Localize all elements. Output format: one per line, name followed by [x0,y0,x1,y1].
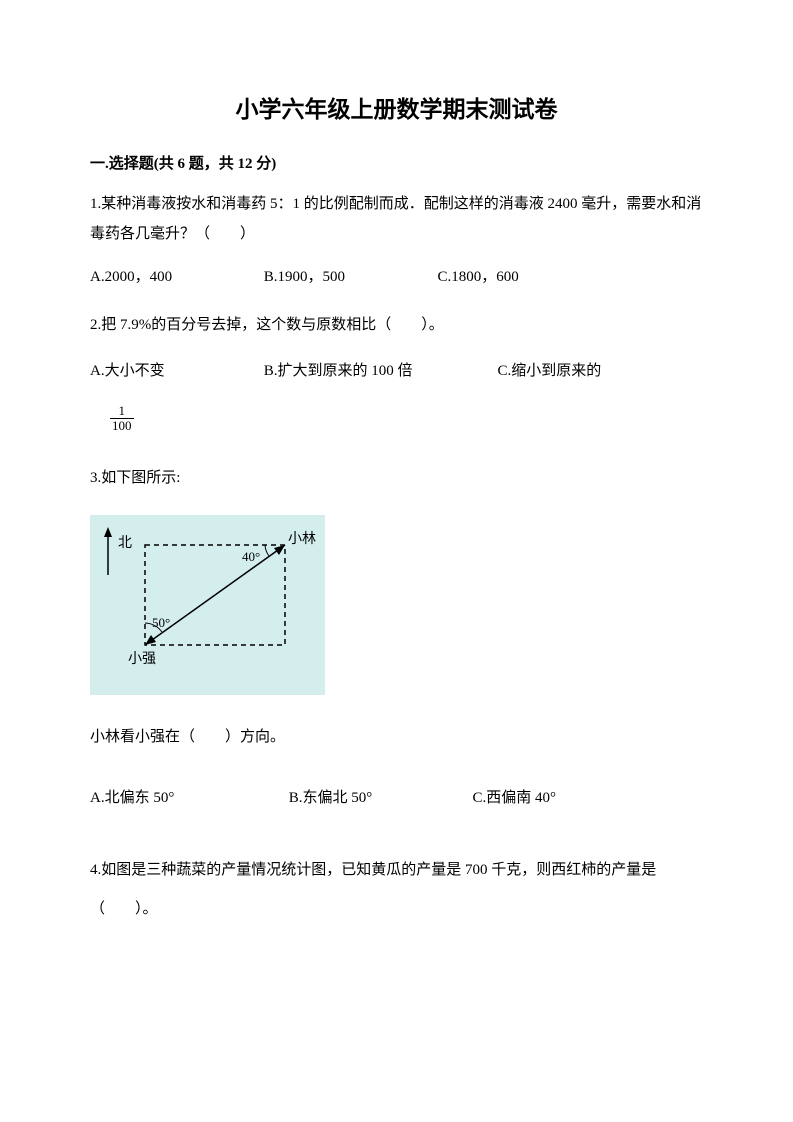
q2-text: 2.把 7.9%的百分号去掉，这个数与原数相比（ ）。 [90,310,703,340]
q3-optB: B.东偏北 50° [289,786,469,807]
fraction-denominator: 100 [110,419,134,433]
q2-optA: A.大小不变 [90,356,260,386]
q1-optA: A.2000，400 [90,265,260,286]
q2-fraction: 1 100 [110,404,703,434]
page-title: 小学六年级上册数学期末测试卷 [90,90,703,124]
q4-text: 4.如图是三种蔬菜的产量情况统计图，已知黄瓜的产量是 700 千克，则西红柿的产… [90,851,703,929]
q3-diagram: 北 40° 50° 小林 小强 [90,515,325,695]
q2-optB: B.扩大到原来的 100 倍 [264,356,494,386]
section-header: 一.选择题(共 6 题，共 12 分) [90,152,703,173]
q1-optC: C.1800，600 [438,265,519,286]
q3-options: A.北偏东 50° B.东偏北 50° C.西偏南 40° [90,786,703,807]
q1-options: A.2000，400 B.1900，500 C.1800，600 [90,265,703,286]
q1-optB: B.1900，500 [264,265,434,286]
north-label: 北 [118,535,132,551]
xiaoqiang-label: 小强 [128,651,156,667]
q3-text: 3.如下图所示: [90,466,703,487]
q3-optC: C.西偏南 40° [473,786,557,807]
fraction-numerator: 1 [110,404,134,419]
q3-optA: A.北偏东 50° [90,786,285,807]
q2-options: A.大小不变 B.扩大到原来的 100 倍 C.缩小到原来的 [90,356,703,386]
q2-optC: C.缩小到原来的 [498,356,602,386]
q1-text: 1.某种消毒液按水和消毒药 5：1 的比例配制而成．配制这样的消毒液 2400 … [90,189,703,249]
xiaolin-label: 小林 [288,531,316,547]
angle-bottom-label: 50° [152,615,170,630]
angle-top-label: 40° [242,549,260,564]
q3-followup: 小林看小强在（ ）方向。 [90,725,703,746]
